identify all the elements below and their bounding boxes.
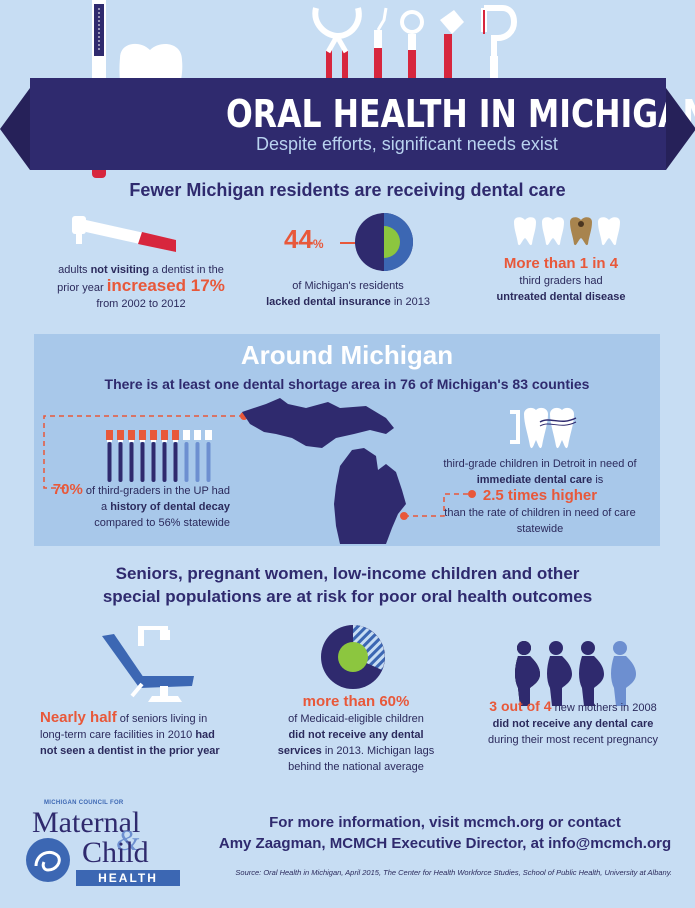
pie-chart-icon bbox=[355, 213, 413, 271]
logo-health-band: HEALTH bbox=[76, 870, 180, 886]
stat-no-insurance: of Michigan's residents lacked dental in… bbox=[266, 280, 430, 308]
teeth-icon bbox=[514, 217, 620, 246]
logo-top-text: MICHIGAN COUNCIL FOR bbox=[44, 800, 124, 806]
dental-chair-icon bbox=[102, 626, 194, 702]
title-banner: ORAL HEALTH IN MICHIGAN Despite efforts,… bbox=[0, 78, 695, 170]
logo-maternal: Maternal bbox=[32, 806, 141, 839]
stat-new-mothers: 3 out of 4 new mothers in 2008 did not r… bbox=[488, 698, 658, 746]
section3-heading: Seniors, pregnant women, low-income chil… bbox=[102, 564, 593, 606]
stat-detroit-care: third-grade children in Detroit in need … bbox=[443, 458, 637, 535]
page-subtitle: Despite efforts, significant needs exist bbox=[256, 134, 558, 154]
stat-adults-not-visiting: adults not visiting a dentist in the pri… bbox=[57, 264, 225, 310]
connector-line bbox=[340, 242, 358, 244]
dental-tools-icon bbox=[312, 5, 518, 80]
toothbrushes-icon bbox=[106, 430, 212, 482]
stat-medicaid-children: more than 60% of Medicaid-eligible child… bbox=[277, 693, 435, 774]
stat-44-value: 44% bbox=[284, 224, 324, 254]
michigan-map-icon bbox=[242, 398, 406, 544]
source-citation: Source: Oral Health in Michigan, April 2… bbox=[235, 868, 672, 877]
section1-heading: Fewer Michigan residents are receiving d… bbox=[129, 180, 566, 200]
drill-icon bbox=[72, 216, 176, 252]
stat-untreated-disease: More than 1 in 4 third graders had untre… bbox=[496, 255, 626, 304]
stat-up-decay: 70% of third-graders in the UP had a his… bbox=[52, 481, 230, 530]
around-michigan-title: Around Michigan bbox=[240, 340, 454, 370]
floss-teeth-icon bbox=[510, 407, 577, 449]
logo-ampersand: & bbox=[116, 824, 140, 857]
mother-child-icon bbox=[26, 838, 70, 882]
stat-seniors: Nearly half of seniors living in long-te… bbox=[40, 709, 220, 758]
logo-child: Child bbox=[82, 836, 149, 869]
contact-info: For more information, visit mcmch.org or… bbox=[218, 814, 672, 852]
pregnant-women-icon bbox=[515, 641, 636, 706]
mcmch-logo: MICHIGAN COUNCIL FOR Maternal & Child HE… bbox=[22, 800, 182, 890]
around-michigan-subtitle: There is at least one dental shortage ar… bbox=[104, 376, 590, 392]
donut-chart-icon bbox=[321, 625, 385, 689]
